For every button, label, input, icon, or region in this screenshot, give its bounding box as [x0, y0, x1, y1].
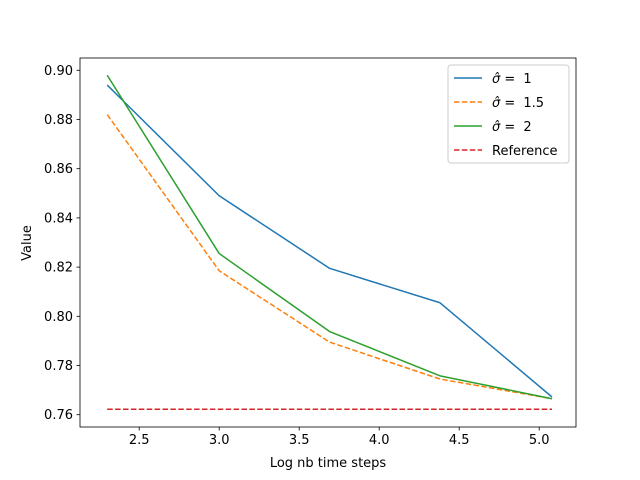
y-tick-label: 0.80: [44, 310, 73, 325]
y-axis-label: Value: [20, 225, 35, 261]
legend-label-value: 1: [523, 72, 531, 87]
y-tick-label: 0.82: [44, 261, 73, 276]
x-tick-label: 4.5: [449, 433, 470, 448]
legend-label-1: σ̂ = 1: [492, 72, 532, 87]
legend-label-prefix: σ̂ =: [492, 120, 519, 135]
plot-area: [106, 74, 553, 411]
y-tick-label: 0.90: [44, 64, 73, 79]
x-tick-label: 5.0: [529, 433, 550, 448]
x-tick-label: 3.5: [289, 433, 310, 448]
y-tick-label: 0.78: [44, 359, 73, 374]
series-line-2: [106, 114, 553, 400]
legend-label-value: 1.5: [523, 96, 544, 111]
axes: 2.5 3.0 3.5 4.0 4.5 5.0 0.76 0.78 0.80 0.82 0.84 0.…: [44, 57, 577, 448]
x-tick-label: 3.0: [209, 433, 230, 448]
y-tick-label: 0.86: [44, 162, 73, 177]
x-tick-label: 4.0: [369, 433, 390, 448]
y-tick-label: 0.84: [44, 211, 73, 226]
legend-label-4: Reference: [492, 144, 557, 159]
legend-label-2: σ̂ = 1.5: [492, 96, 544, 111]
series-line-1: [106, 84, 553, 398]
legend-label-value: 2: [523, 120, 531, 135]
legend-label-prefix: σ̂ =: [492, 96, 519, 111]
x-tick-label: 2.5: [129, 433, 150, 448]
legend-box: [447, 64, 570, 164]
legend-label-3: σ̂ = 2: [492, 120, 532, 135]
series-line-3: [106, 74, 553, 400]
y-tick-label: 0.88: [44, 113, 73, 128]
legend-label-prefix: σ̂ =: [492, 72, 519, 87]
plot-frame: [79, 57, 577, 428]
y-tick-label: 0.76: [44, 408, 73, 423]
x-axis-label: Log nb time steps: [270, 456, 387, 471]
